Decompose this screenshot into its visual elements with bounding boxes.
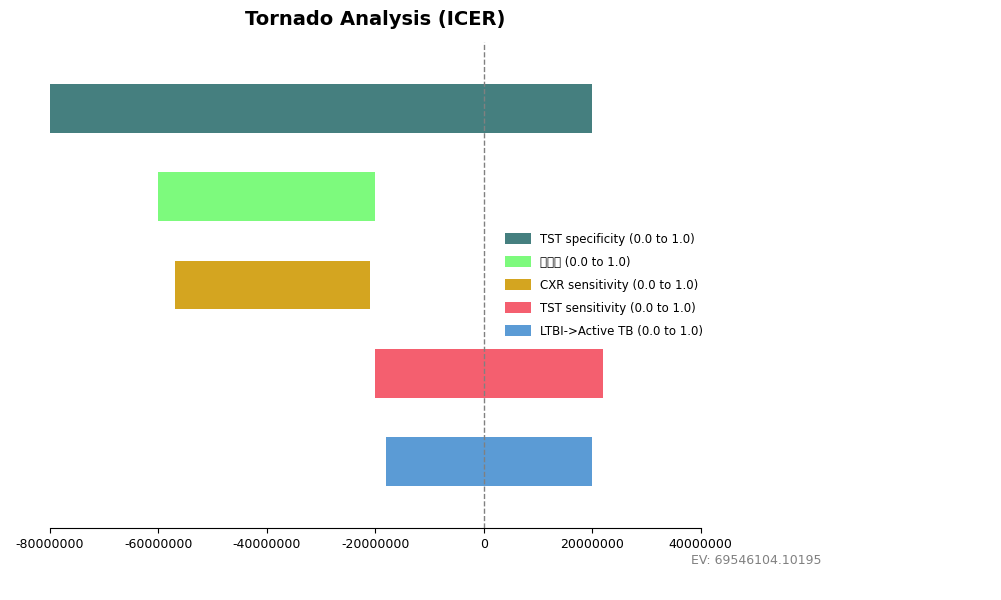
Bar xyxy=(375,349,603,398)
Text: EV: 69546104.10195: EV: 69546104.10195 xyxy=(691,554,821,567)
Bar xyxy=(158,172,375,221)
Bar xyxy=(386,437,593,486)
Bar xyxy=(175,260,370,310)
Legend: TST specificity (0.0 to 1.0), 할인율 (0.0 to 1.0), CXR sensitivity (0.0 to 1.0), TS: TST specificity (0.0 to 1.0), 할인율 (0.0 t… xyxy=(505,233,704,338)
Title: Tornado Analysis (ICER): Tornado Analysis (ICER) xyxy=(245,10,506,29)
Bar xyxy=(50,84,593,133)
